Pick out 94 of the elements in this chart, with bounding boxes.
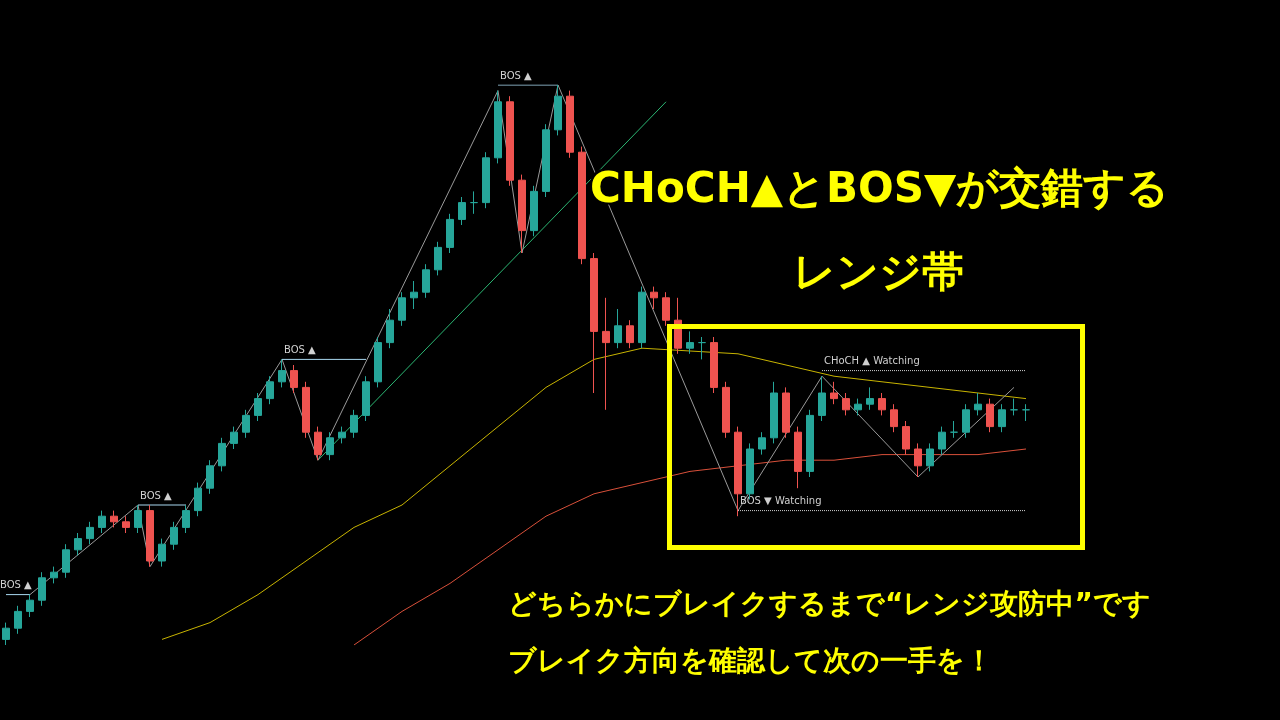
candlestick (146, 504, 154, 568)
candlestick (302, 381, 310, 439)
candlestick (98, 510, 106, 534)
candlestick (614, 308, 622, 349)
candlestick (554, 84, 562, 136)
candlestick (662, 291, 670, 327)
candlestick (686, 330, 694, 355)
series-label: BOS ▼ Watching (740, 495, 822, 507)
candlestick (866, 386, 874, 411)
candlestick (902, 420, 910, 456)
candlestick (638, 286, 646, 349)
candlestick (470, 190, 478, 215)
candlestick (830, 381, 838, 405)
candlestick (122, 515, 130, 534)
candlestick (650, 286, 658, 310)
candlestick (1022, 403, 1030, 422)
series-label: BOS ▲ (500, 69, 533, 81)
candlestick (626, 319, 634, 349)
candlestick (482, 151, 490, 209)
candlestick (338, 426, 346, 444)
candlestick (530, 185, 538, 237)
candlestick (290, 364, 298, 394)
candlestick (398, 291, 406, 327)
candlestick (566, 90, 574, 159)
candlestick (842, 392, 850, 416)
candlestick (950, 420, 958, 439)
candlestick (278, 358, 286, 388)
candlestick (734, 426, 742, 517)
candlestick (926, 442, 934, 472)
candlestick (422, 263, 430, 299)
candlestick (878, 392, 886, 416)
candlestick (494, 90, 502, 164)
candlestick (62, 543, 70, 579)
candlestick (854, 398, 862, 416)
candlestick (314, 426, 322, 461)
candlestick (770, 381, 778, 444)
candlestick (914, 442, 922, 478)
candlestick (242, 409, 250, 439)
candlestick (938, 426, 946, 456)
candlestick (794, 426, 802, 489)
series-label: BOS ▲ (140, 489, 173, 501)
candlestick (818, 375, 826, 422)
candlestick (1010, 398, 1018, 416)
candlestick (218, 437, 226, 472)
candlestick (2, 622, 10, 646)
candlestick (170, 521, 178, 551)
candlestick (806, 409, 814, 478)
candlestick (590, 252, 598, 394)
candlestick (962, 403, 970, 439)
series-label: CHoCH ▲ Watching (824, 355, 920, 367)
candlestick (602, 297, 610, 411)
candlestick (506, 95, 514, 187)
candlestick (266, 375, 274, 405)
candlestick (446, 213, 454, 254)
candlestick (518, 174, 526, 254)
candlestick (86, 521, 94, 545)
candlestick (578, 146, 586, 265)
candlestick (254, 392, 262, 422)
candlestick (890, 403, 898, 433)
candlestick (698, 336, 706, 360)
candlestick (50, 566, 58, 584)
candlestick (710, 336, 718, 394)
candlestick (386, 308, 394, 349)
candlestick (194, 482, 202, 517)
candlestick (722, 381, 730, 439)
candlestick (986, 398, 994, 433)
candlestick (134, 504, 142, 534)
text: レンジ帯 (791, 246, 965, 298)
candlestick (158, 538, 166, 568)
candlestick (374, 336, 382, 388)
candlestick (326, 431, 334, 461)
annotation: どちらかにブレイクするまで“レンジ攻防中”です (508, 586, 1151, 622)
candlestick (74, 532, 82, 556)
candlestick (998, 403, 1006, 433)
series-label: BOS ▲ (284, 343, 317, 355)
candlestick (38, 571, 46, 607)
annotation: ブレイク方向を確認して次の一手を！ (508, 643, 993, 679)
candlestick (782, 386, 790, 439)
candlestick (974, 392, 982, 416)
text: CHoCH▲とBOS▼が交錯する (590, 162, 1170, 214)
candlestick (434, 241, 442, 276)
candlestick (350, 409, 358, 439)
candlestick (362, 375, 370, 422)
candlestick (206, 459, 214, 495)
candlestick (110, 510, 118, 528)
candlestick (458, 196, 466, 226)
candlestick (758, 431, 766, 456)
candlestick (14, 605, 22, 635)
candlestick (410, 280, 418, 310)
candlestick (26, 594, 34, 618)
candlestick (542, 123, 550, 198)
candlestick (230, 426, 238, 450)
series-label: BOS ▲ (0, 579, 33, 591)
candlestick (182, 504, 190, 534)
